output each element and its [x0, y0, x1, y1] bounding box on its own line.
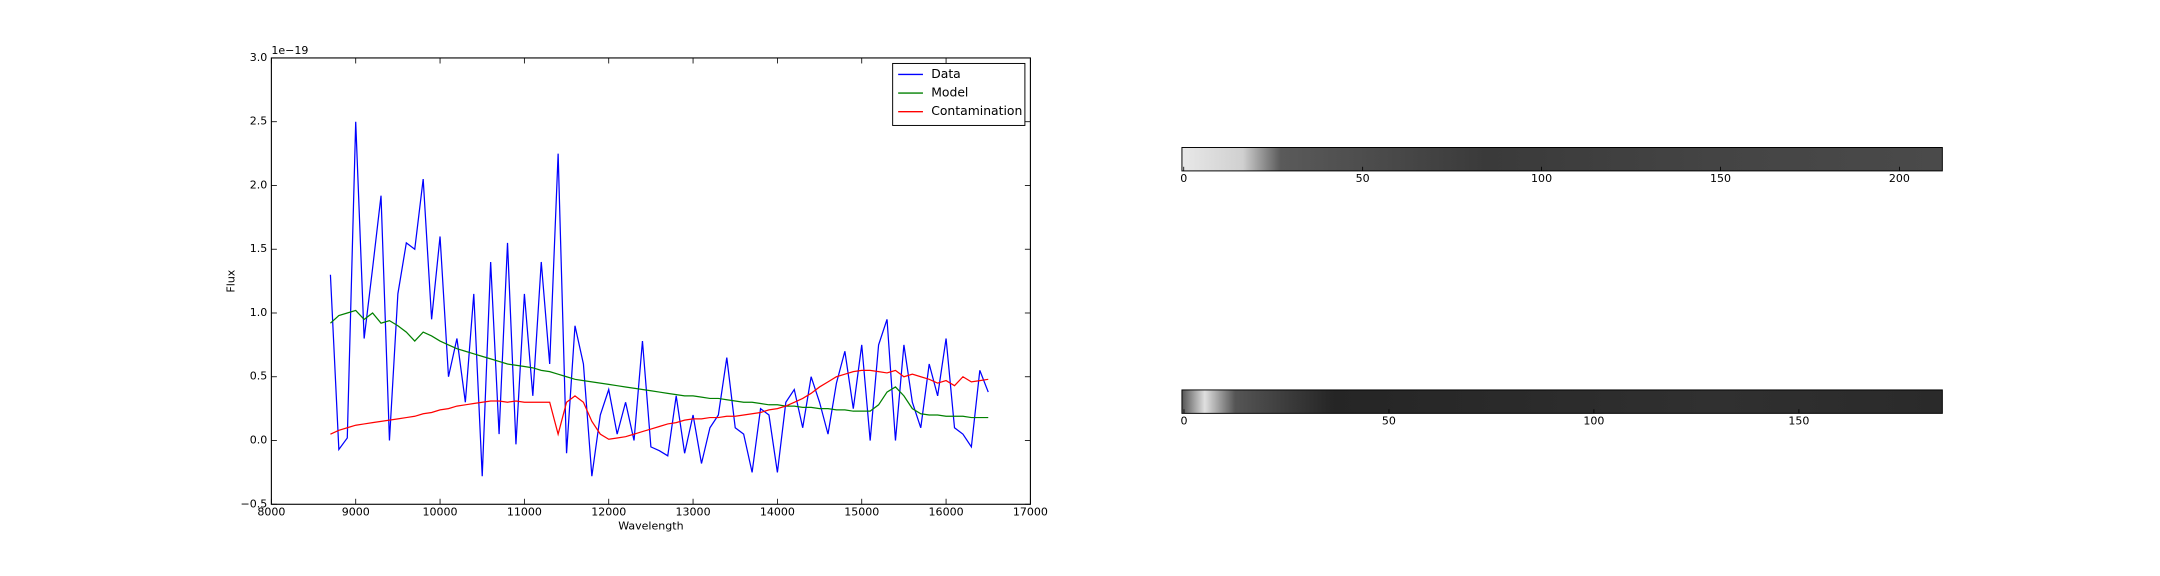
x-tick-label: 150 [1710, 172, 1731, 185]
x-tick-label: 0 [1180, 415, 1187, 428]
spectrum-image [1181, 389, 1943, 414]
x-tick-label: 11000 [507, 506, 542, 519]
x-tick-label: 10000 [423, 506, 458, 519]
x-tick-label: 100 [1583, 415, 1604, 428]
y-tick-label: 2.5 [250, 115, 268, 128]
legend-label: Contamination [931, 103, 1022, 118]
y-tick-label: 1.0 [250, 306, 268, 319]
y-tick-label: −0.5 [240, 497, 267, 510]
x-tick-label: 200 [1889, 172, 1910, 185]
x-tick-label: 16000 [929, 506, 964, 519]
spectrum-image [1181, 147, 1943, 171]
offset-text: 1e−19 [271, 44, 308, 57]
y-tick-label: 3.0 [250, 51, 268, 64]
y-tick-label: 2.0 [250, 178, 268, 191]
x-axis-label: Wavelength [618, 519, 683, 532]
data-line [329, 121, 989, 477]
y-tick-label: 0.5 [250, 370, 268, 383]
y-tick-label: 0.0 [250, 434, 268, 447]
x-tick-label: 0 [1180, 172, 1187, 185]
legend-label: Data [931, 66, 961, 81]
y-tick-label: 1.5 [250, 242, 268, 255]
x-tick-label: 50 [1382, 415, 1396, 428]
x-tick-label: 15000 [844, 506, 879, 519]
x-tick-label: 50 [1356, 172, 1370, 185]
y-axis-label: Flux [224, 269, 237, 292]
data-line [330, 309, 989, 419]
x-tick-label: 100 [1531, 172, 1552, 185]
data-line [330, 369, 989, 440]
x-tick-label: 13000 [676, 506, 711, 519]
legend-label: Model [931, 85, 968, 100]
x-tick-label: 8000 [257, 506, 285, 519]
x-tick-label: 9000 [342, 506, 370, 519]
x-tick-label: 17000 [1013, 506, 1048, 519]
x-tick-label: 12000 [591, 506, 626, 519]
x-tick-label: 14000 [760, 506, 795, 519]
image-frame [1181, 389, 1943, 414]
plot-frame [270, 57, 1031, 505]
x-tick-label: 150 [1788, 415, 1809, 428]
image-frame [1181, 147, 1943, 172]
